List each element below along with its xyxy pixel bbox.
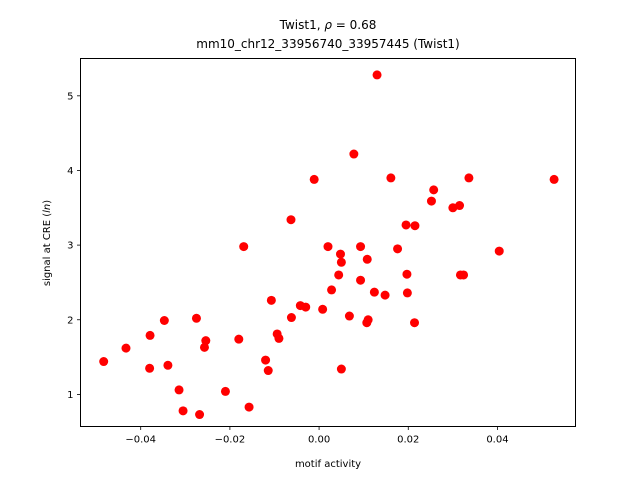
data-point-40: [369, 287, 379, 297]
chart-title-line-1: Twist1, ρ = 0.68: [279, 18, 377, 32]
data-point-22: [286, 313, 296, 323]
data-point-27: [323, 242, 333, 252]
data-point-39: [363, 315, 373, 325]
y-tick-label-4: 5: [67, 91, 73, 102]
data-point-43: [386, 173, 396, 183]
x-tick-label-1: −0.02: [215, 435, 246, 446]
data-point-44: [393, 244, 403, 254]
data-point-33: [344, 311, 354, 321]
x-axis-label: motif activity: [295, 459, 361, 470]
data-point-56: [464, 173, 474, 183]
data-point-0: [99, 357, 109, 367]
data-point-17: [263, 366, 273, 376]
data-point-13: [234, 334, 244, 344]
title-rho-symbol: ρ: [324, 18, 332, 32]
data-point-1: [121, 343, 131, 353]
y-tick-label-1: 2: [67, 315, 73, 326]
data-point-16: [261, 355, 271, 365]
data-point-30: [335, 249, 345, 259]
data-point-41: [372, 70, 382, 80]
data-point-11: [201, 336, 211, 346]
data-point-57: [494, 246, 504, 256]
data-point-9: [195, 410, 205, 420]
data-point-18: [266, 295, 276, 305]
data-point-7: [178, 406, 188, 416]
data-point-55: [459, 270, 469, 280]
y-label-suffix: ): [42, 200, 53, 204]
data-point-2: [145, 363, 155, 373]
y-axis-ticks: 1 2 3 4 5: [67, 91, 81, 401]
data-point-50: [426, 196, 436, 206]
y-tick-label-2: 3: [67, 241, 73, 252]
data-point-46: [402, 269, 412, 279]
x-tick-label-3: 0.02: [397, 435, 419, 446]
data-point-58: [549, 174, 559, 184]
data-point-10: [199, 342, 209, 352]
data-point-47: [402, 288, 412, 298]
data-point-36: [356, 275, 366, 285]
data-point-31: [336, 364, 346, 374]
data-point-6: [174, 385, 184, 395]
data-point-34: [349, 149, 359, 159]
data-point-20: [274, 333, 284, 343]
x-tick-label-0: −0.04: [125, 435, 156, 446]
data-point-32: [336, 257, 346, 267]
data-point-21: [286, 215, 296, 225]
data-point-8: [191, 313, 201, 323]
data-point-38: [362, 254, 372, 264]
data-point-26: [318, 304, 328, 314]
x-axis-ticks: −0.04 −0.02 0.00 0.02 0.04: [125, 426, 509, 446]
chart-title-line-2: mm10_chr12_33956740_33957445 (Twist1): [196, 37, 459, 51]
title-rho-value: = 0.68: [332, 18, 376, 32]
data-points: [99, 70, 559, 420]
data-point-48: [410, 318, 420, 328]
x-tick-label-4: 0.04: [486, 435, 508, 446]
data-point-24: [301, 302, 311, 312]
data-point-5: [163, 360, 173, 370]
data-point-3: [145, 330, 155, 340]
y-label-prefix: signal at CRE (: [42, 213, 53, 286]
y-tick-label-3: 4: [67, 166, 73, 177]
axes-frame: [80, 58, 576, 427]
data-point-42: [380, 290, 390, 300]
y-tick-label-0: 1: [67, 390, 73, 401]
x-tick-label-2: 0.00: [308, 435, 330, 446]
data-point-51: [429, 185, 439, 195]
data-point-4: [159, 316, 169, 325]
data-point-45: [401, 220, 411, 230]
data-point-14: [239, 242, 249, 252]
data-point-53: [455, 201, 465, 211]
y-axis-label: signal at CRE (ln): [42, 200, 53, 286]
data-point-25: [309, 174, 319, 184]
data-point-29: [334, 270, 344, 280]
data-point-12: [220, 386, 230, 396]
data-point-49: [410, 221, 420, 231]
data-point-35: [356, 242, 366, 252]
data-point-15: [244, 402, 254, 412]
title-prefix: Twist1,: [279, 18, 325, 32]
y-label-ln: ln: [42, 204, 53, 213]
data-point-28: [327, 285, 337, 295]
